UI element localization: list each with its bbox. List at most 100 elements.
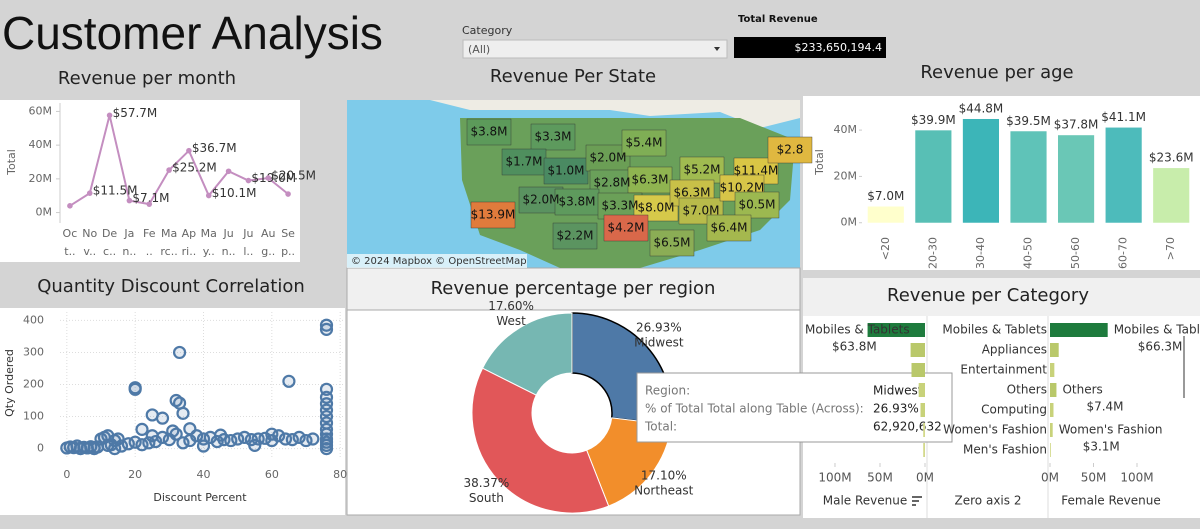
tooltip-value: Midwest (873, 384, 923, 398)
chart-title: Revenue per Category (887, 285, 1089, 306)
x-tick-label: Fe (143, 227, 156, 240)
point (245, 177, 252, 184)
bar (1050, 363, 1055, 377)
dropdown-arrow (714, 47, 720, 51)
point (128, 382, 142, 396)
kpi-box (734, 37, 886, 58)
point (186, 147, 192, 154)
data-label: $5.4M (625, 136, 662, 150)
data-label: $39.5M (1006, 114, 1051, 128)
data-label: $6.3M (631, 173, 668, 187)
category-label: Entertainment (960, 363, 1047, 377)
x-tick-label: 20-30 (926, 237, 939, 269)
x-tick-label: v.. (83, 245, 96, 258)
x-tick-label: Ma (201, 227, 217, 240)
label-category: Women's Fashion (1059, 423, 1163, 437)
dashboard-title: Customer Analysis (2, 7, 383, 59)
category-label: Computing (981, 403, 1047, 417)
state (530, 123, 576, 151)
bar (867, 323, 925, 337)
column-header: Female Revenue (1061, 494, 1160, 508)
y-axis-label: Total (813, 149, 826, 176)
data-label: $5.2M (683, 163, 720, 177)
point (135, 422, 149, 436)
y-tick-label: 20M (29, 172, 53, 185)
point (183, 422, 197, 436)
category-label: Mobiles & Tablets (942, 323, 1047, 337)
bar (1050, 443, 1051, 457)
x-tick-label: Ju (242, 227, 253, 240)
y-tick-label: 100 (23, 410, 44, 423)
category-label: Others (1007, 383, 1047, 397)
x-tick-label: 0M (1041, 471, 1059, 485)
bar (1057, 135, 1095, 223)
slice (471, 367, 610, 514)
point (101, 429, 115, 443)
x-tick-label: Ju (222, 227, 233, 240)
chart-title: Revenue percentage per region (431, 278, 716, 299)
y-tick-label: 200 (23, 378, 44, 391)
x-tick-label: <20 (879, 237, 892, 260)
tooltip-key: Region: (645, 384, 690, 398)
data-label: $2.8 (777, 143, 804, 157)
slice-label: West (496, 314, 526, 328)
point (155, 411, 170, 425)
point (225, 168, 232, 175)
attribution-bg (347, 254, 527, 268)
x-tick-label: Ap (182, 227, 197, 240)
y-tick-label: 0M (841, 216, 858, 229)
data-label: 26.93% (636, 321, 682, 335)
point (265, 175, 272, 181)
data-label: $57.7M (113, 106, 158, 120)
x-tick-label: rc.. (160, 245, 177, 258)
point (166, 424, 180, 438)
x-tick-label: Ma (161, 227, 177, 240)
data-label: $6.3M (673, 186, 710, 200)
tooltip-key: Total: (644, 420, 677, 434)
x-tick-label: >70 (1164, 237, 1177, 260)
data-label: $1.0M (547, 164, 584, 178)
chart-title: Revenue per age (920, 62, 1073, 83)
x-tick-label: 40-50 (1022, 237, 1035, 269)
point (149, 434, 163, 449)
data-label: $3.3M (601, 199, 638, 213)
bar (910, 343, 925, 357)
filter-dropdown[interactable] (462, 39, 728, 59)
point (106, 112, 113, 119)
data-label: $7.1M (132, 191, 169, 205)
point (213, 428, 228, 442)
x-tick-label: 40 (197, 468, 211, 481)
slice-label: South (469, 491, 504, 505)
y-axis-label: Qty Ordered (3, 349, 16, 417)
x-tick-label: 60 (265, 468, 279, 481)
point (73, 441, 88, 456)
y-tick-label: 40M (834, 123, 858, 136)
category-label: Appliances (982, 343, 1047, 357)
bar (1050, 403, 1054, 417)
y-tick-label: 40M (29, 138, 53, 151)
data-label: $66.3M (1138, 340, 1183, 354)
panel-header (803, 278, 1200, 316)
bar (1050, 323, 1108, 337)
data-label: $25.2M (172, 161, 217, 175)
x-tick-label: g.. (261, 245, 275, 258)
x-tick-label: No (82, 227, 97, 240)
x-tick-label: Ja (123, 227, 134, 240)
bar (1050, 383, 1057, 397)
state (734, 191, 780, 219)
data-label: $13.9M (471, 208, 516, 222)
tooltip-value: 62,920,632 (873, 420, 942, 434)
point (108, 441, 122, 456)
point (67, 203, 73, 209)
x-tick-label: De (102, 227, 117, 240)
data-label: $3.1M (1083, 440, 1120, 454)
data-label: $20.5M (271, 169, 316, 183)
x-tick-label: 50M (1081, 471, 1107, 485)
point (176, 406, 190, 420)
sort-icon[interactable] (912, 496, 922, 506)
tooltip-key: % of Total Total along Table (Across): (645, 402, 864, 416)
y-tick-label: 60M (29, 104, 53, 117)
point (196, 439, 211, 453)
data-label: $19.0M (251, 171, 296, 185)
x-tick-label: p.. (281, 245, 295, 258)
